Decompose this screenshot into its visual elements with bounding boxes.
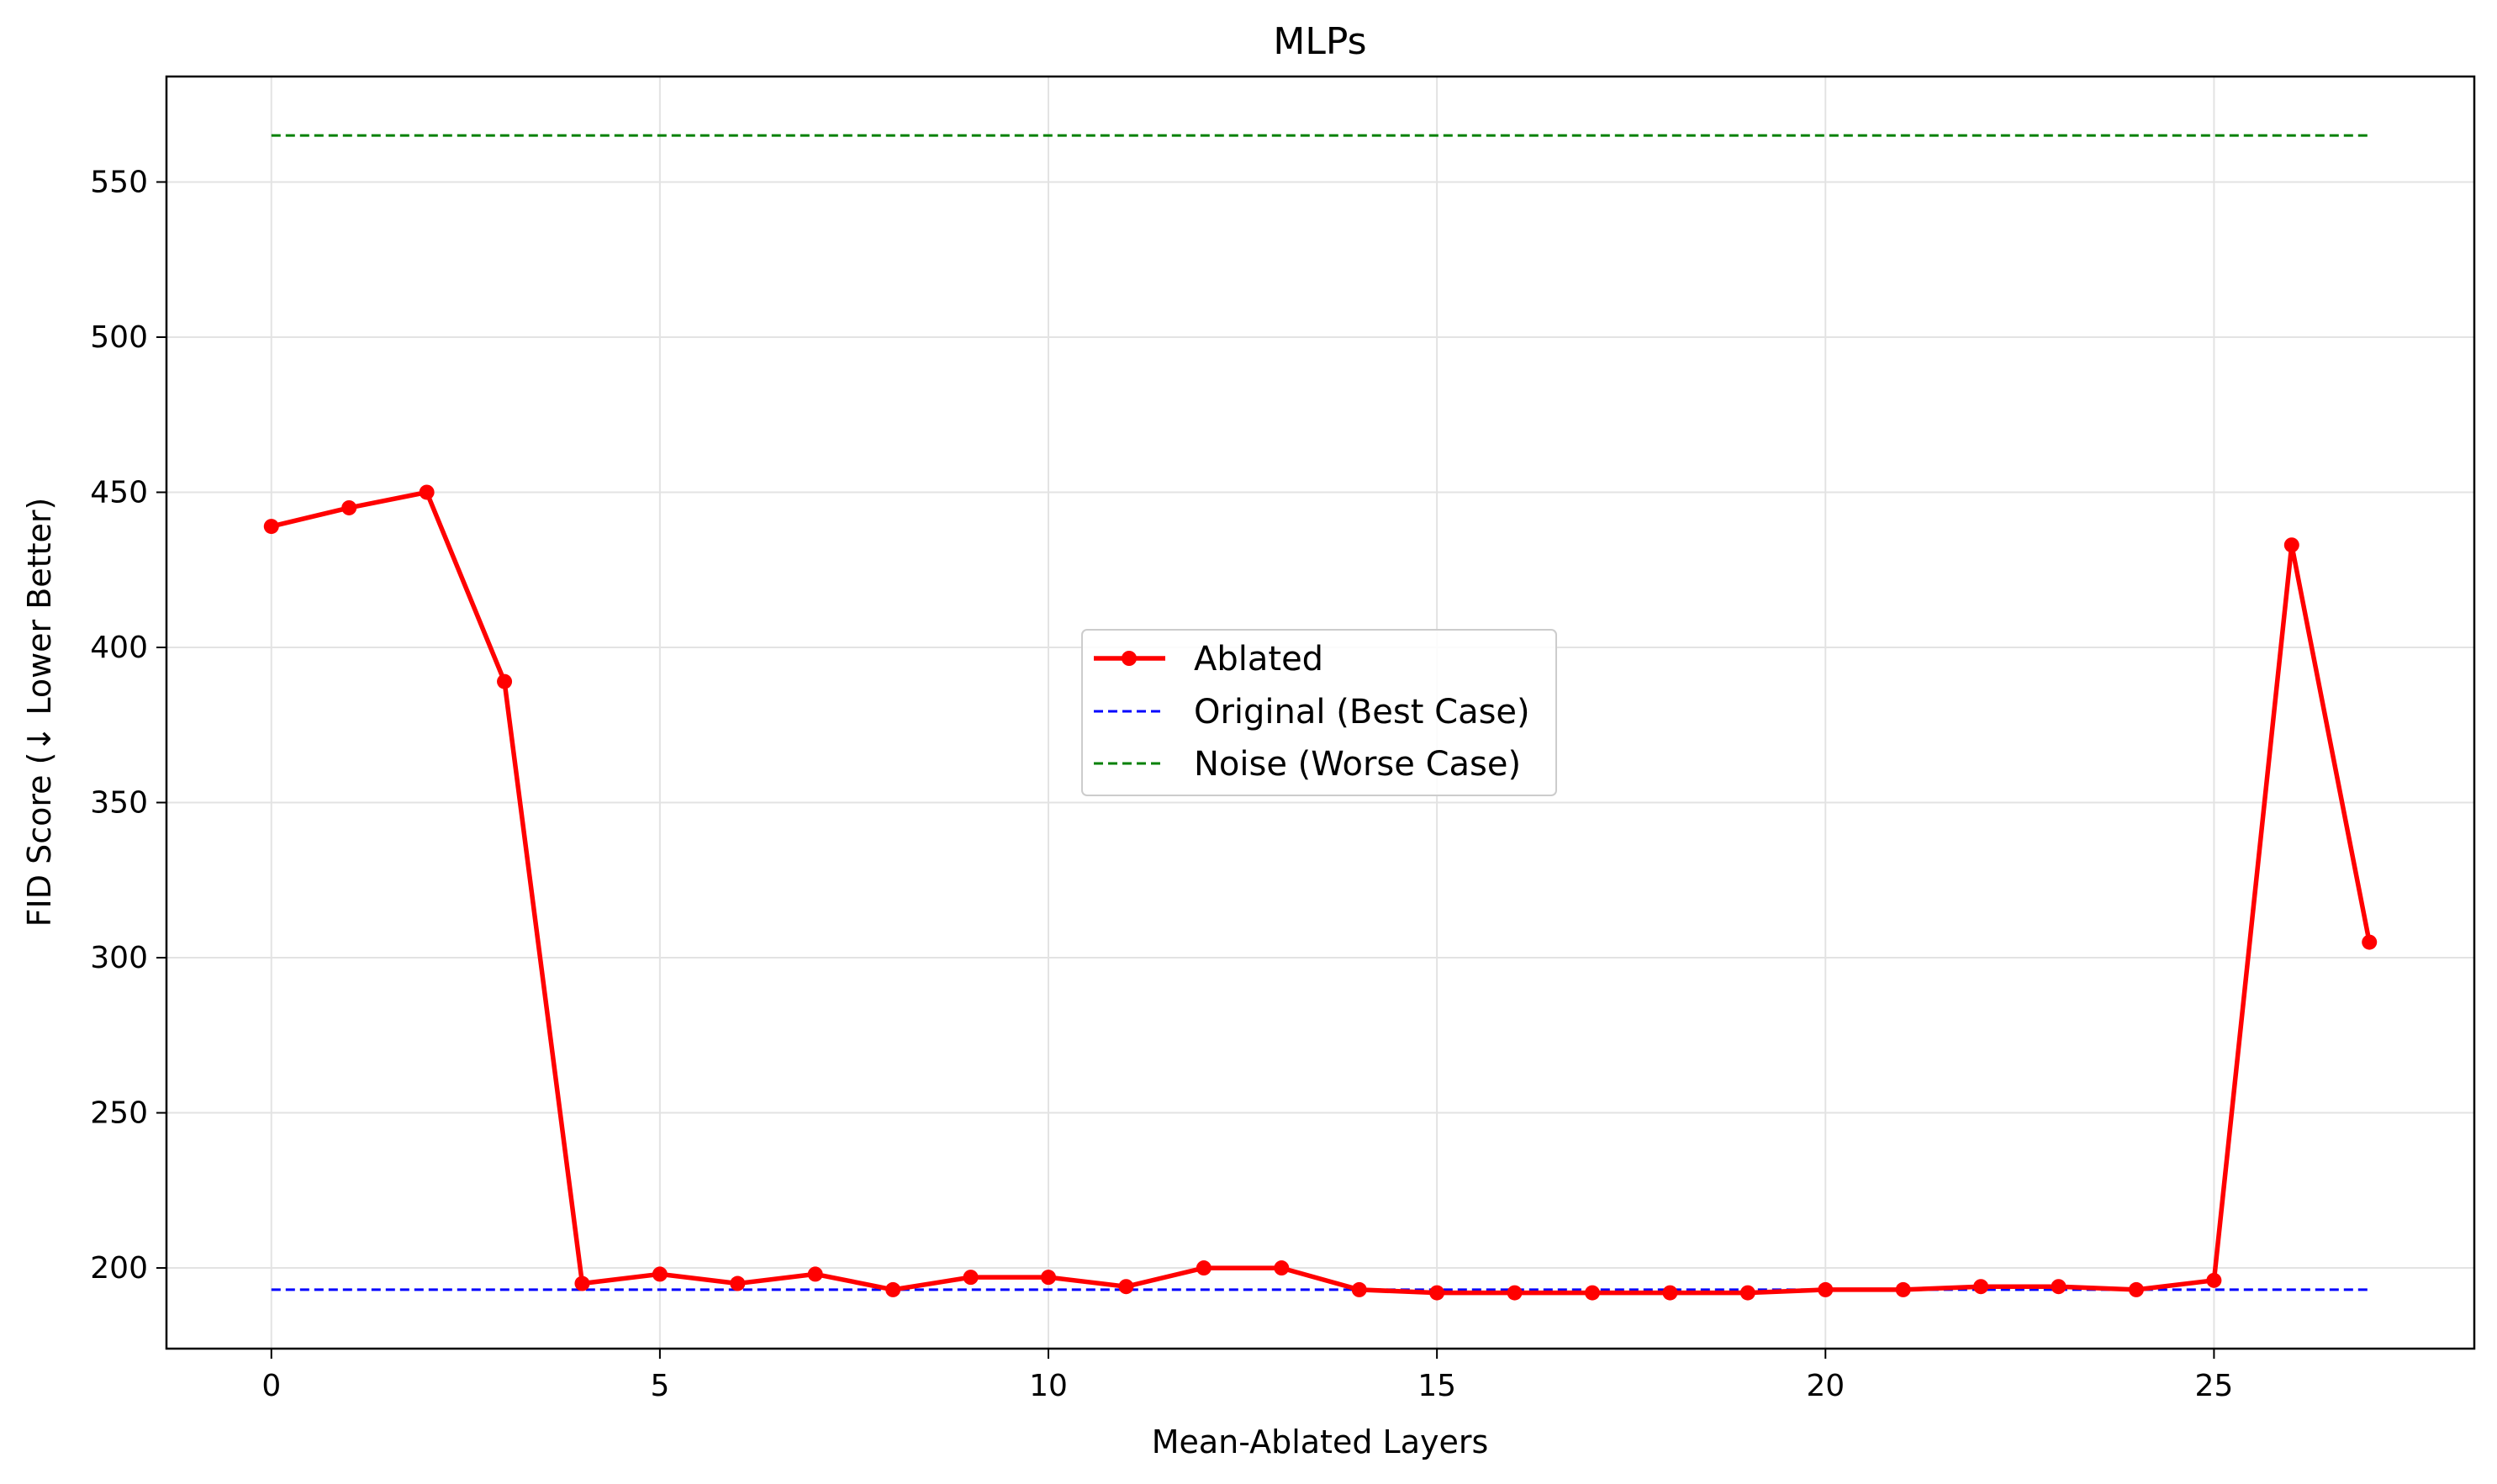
data-point-ablated	[2362, 934, 2378, 950]
data-point-ablated	[263, 519, 279, 535]
data-point-ablated	[1118, 1279, 1134, 1295]
data-point-ablated	[1429, 1285, 1445, 1301]
data-point-ablated	[1041, 1270, 1057, 1286]
legend-label-noise-worse-case: Noise (Worse Case)	[1194, 745, 1521, 784]
data-point-ablated	[730, 1275, 746, 1291]
data-point-ablated	[1351, 1281, 1367, 1297]
data-point-ablated	[419, 484, 435, 500]
x-tick-label: 10	[1029, 1369, 1068, 1403]
data-point-ablated	[2283, 537, 2299, 553]
plot-frame	[165, 75, 2476, 1350]
y-axis-ticks: 200 250 300 350 400 450 500 550	[90, 165, 166, 1286]
data-point-ablated	[963, 1270, 979, 1286]
x-tick-label: 20	[1806, 1369, 1845, 1403]
y-tick-label: 500	[90, 320, 148, 355]
x-tick-label: 5	[650, 1369, 669, 1403]
data-point-ablated	[1662, 1285, 1678, 1301]
y-tick-label: 250	[90, 1096, 148, 1131]
data-point-ablated	[1818, 1281, 1834, 1297]
y-tick-label: 400	[90, 631, 148, 665]
plot-series	[263, 134, 2378, 1301]
legend-label-original-best-case: Original (Best Case)	[1194, 693, 1530, 731]
data-point-ablated	[1739, 1285, 1755, 1301]
data-point-ablated	[885, 1281, 901, 1297]
data-point-ablated	[341, 499, 357, 515]
x-tick-label: 25	[2194, 1369, 2233, 1403]
data-point-ablated	[574, 1275, 590, 1291]
data-point-ablated	[497, 673, 513, 689]
data-point-ablated	[1973, 1279, 1989, 1295]
x-tick-label: 0	[261, 1369, 281, 1403]
y-tick-label: 200	[90, 1251, 148, 1286]
x-tick-label: 15	[1417, 1369, 1456, 1403]
x-axis-ticks: 0 5 10 15 20 25	[261, 1349, 2233, 1403]
series-line-ablated	[271, 489, 2372, 1296]
y-tick-label: 300	[90, 941, 148, 975]
data-point-ablated	[652, 1266, 668, 1282]
data-point-ablated	[2128, 1281, 2144, 1297]
x-axis-label: Mean-Ablated Layers	[1152, 1423, 1489, 1460]
data-point-ablated	[1196, 1260, 1212, 1276]
data-point-ablated	[2206, 1272, 2222, 1288]
y-axis-label: FID Score (↓ Lower Better)	[21, 498, 58, 927]
y-tick-label: 550	[90, 165, 148, 199]
data-point-ablated	[1584, 1285, 1600, 1301]
data-point-ablated	[1507, 1285, 1523, 1301]
data-point-ablated	[1895, 1281, 1911, 1297]
y-tick-label: 450	[90, 475, 148, 510]
legend-box	[1081, 629, 1557, 796]
legend-marker-ablated	[1122, 651, 1137, 666]
data-point-ablated	[1274, 1260, 1290, 1276]
data-point-ablated	[2051, 1279, 2067, 1295]
data-point-ablated	[807, 1266, 823, 1282]
legend-label-ablated: Ablated	[1194, 640, 1323, 679]
chart-title: MLPs	[1273, 20, 1366, 63]
y-tick-label: 350	[90, 786, 148, 821]
legend-entries: Ablated Original (Best Case) Noise (Worse …	[1094, 640, 1530, 784]
legend: Ablated Original (Best Case) Noise (Worse …	[1081, 629, 1557, 796]
